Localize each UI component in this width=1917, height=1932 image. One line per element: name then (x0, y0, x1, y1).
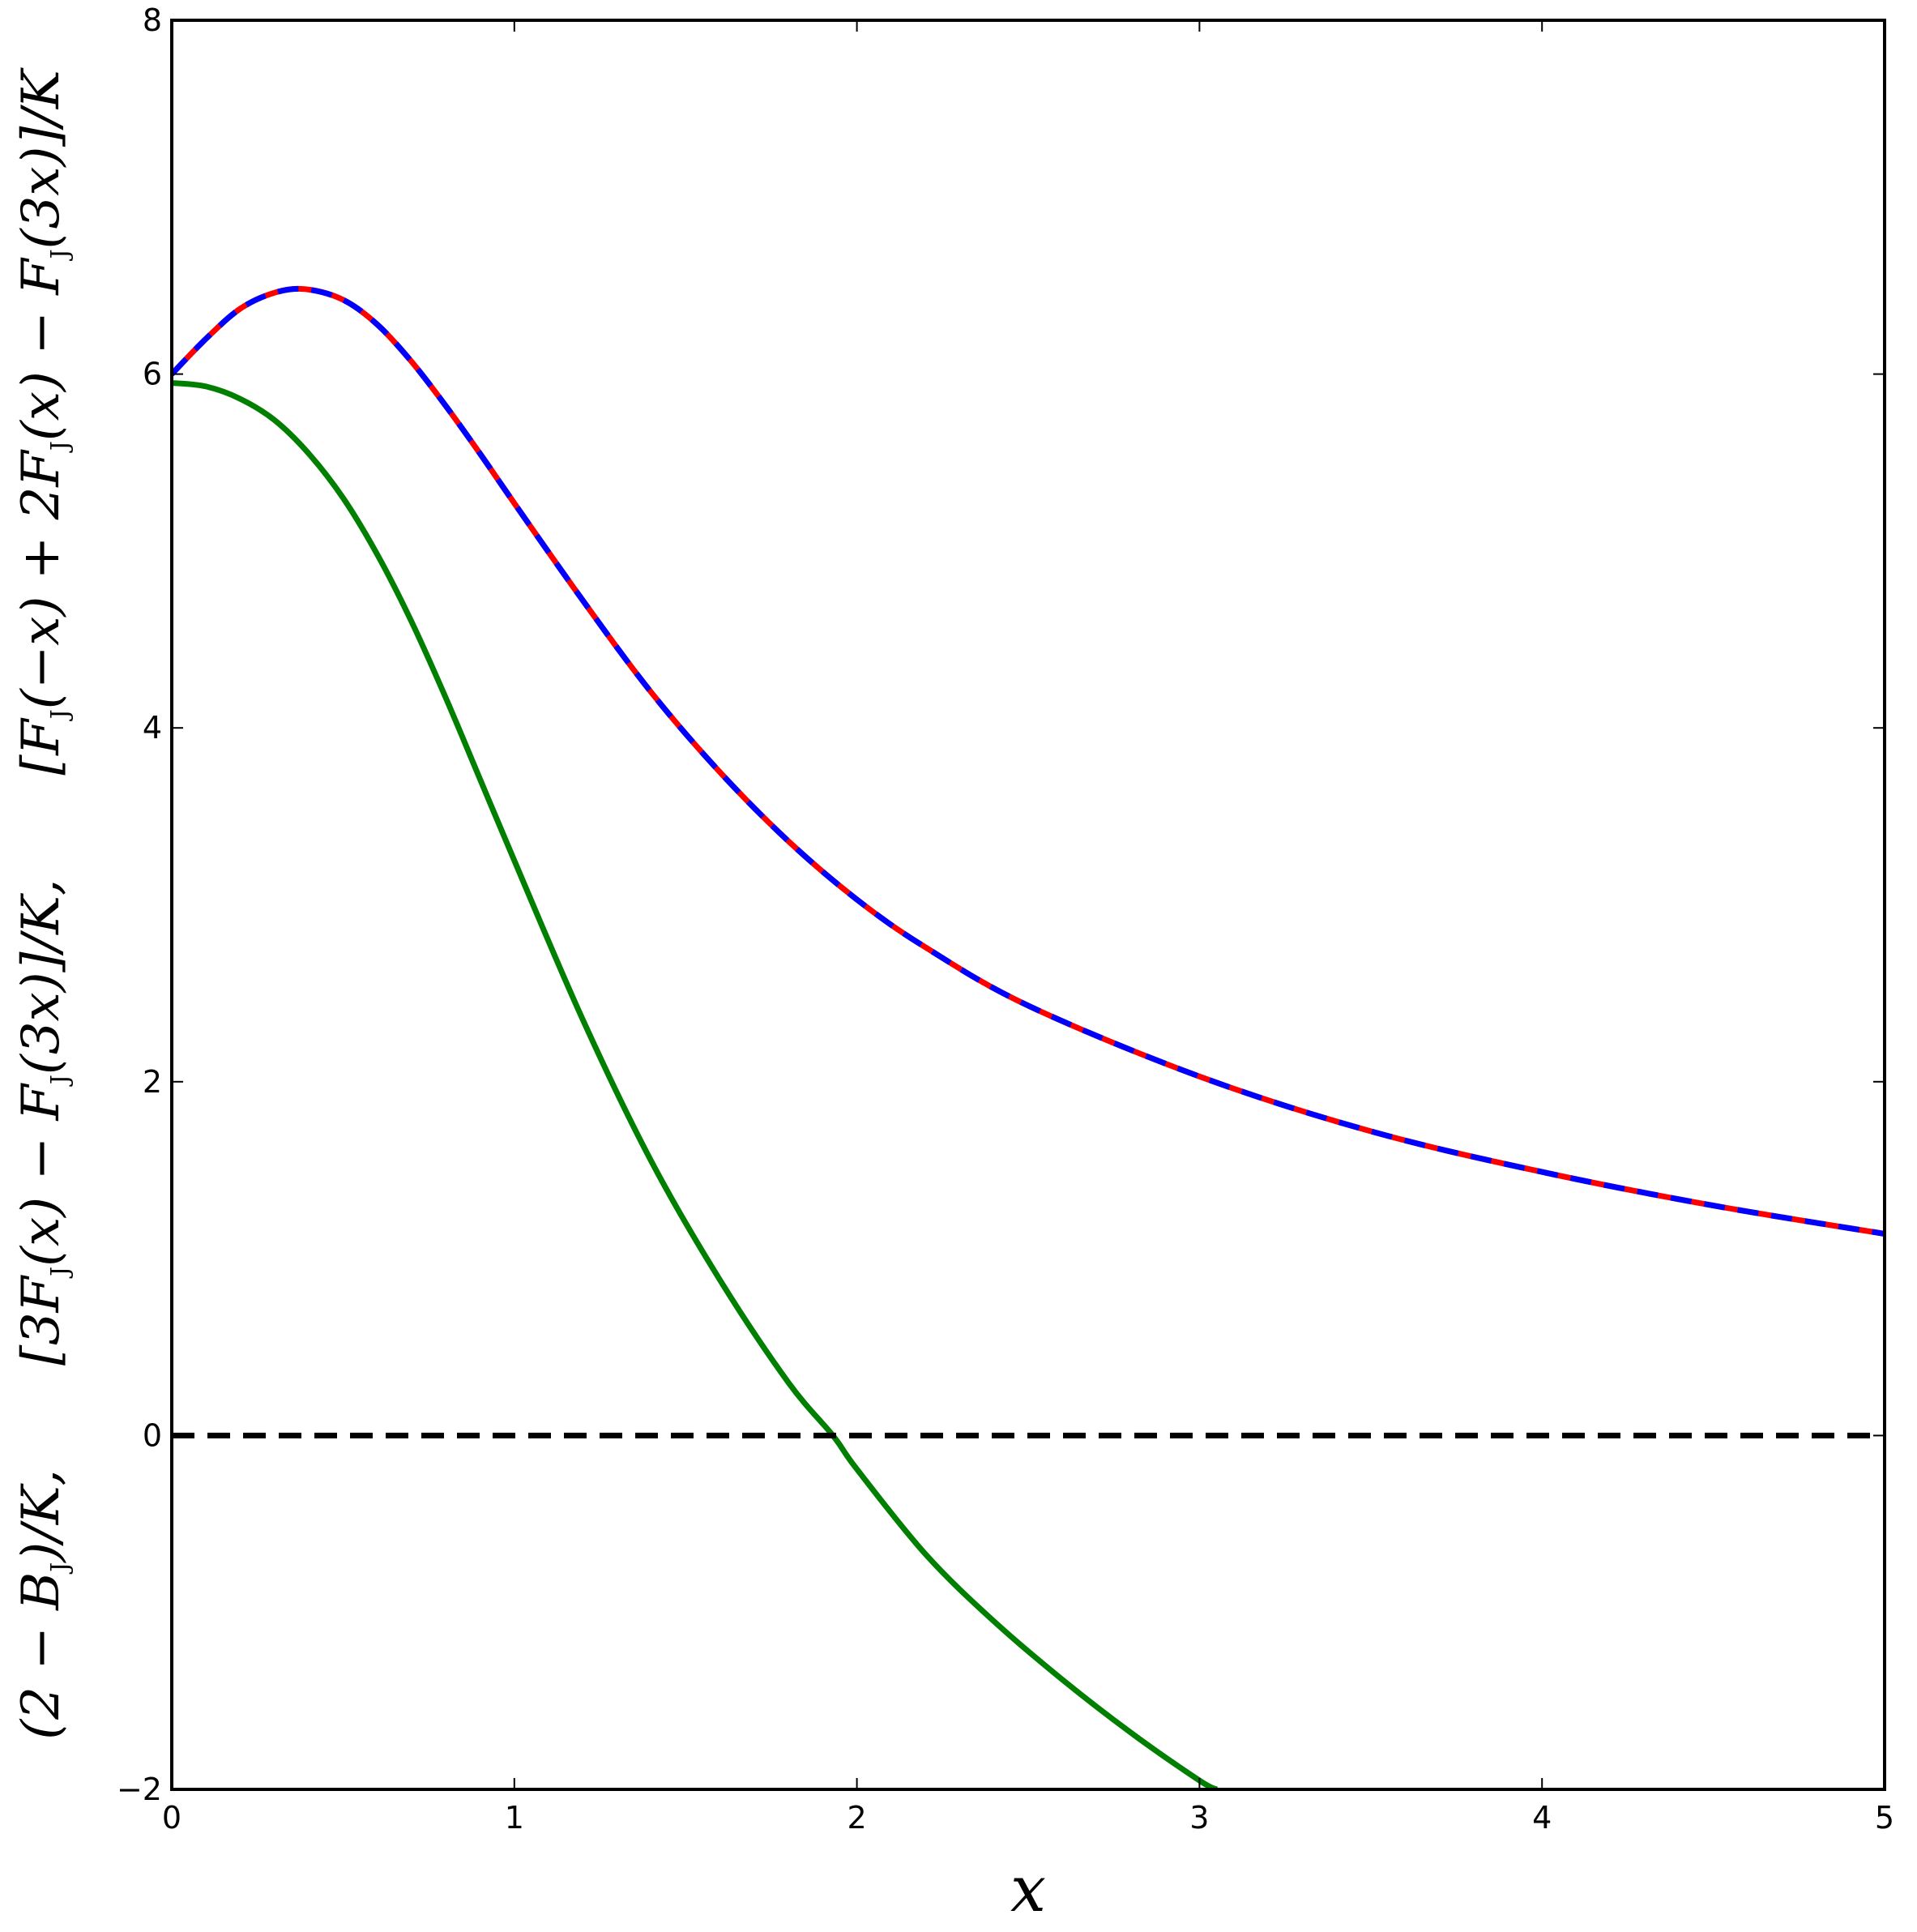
x-tick-label: 0 (162, 1800, 181, 1836)
y-axis-label-text: (2 − BJ)/K, [3FJ(x) − FJ(3x)]/K, [FJ(−x)… (11, 67, 75, 1740)
y-tick-label: 2 (143, 1064, 162, 1100)
x-tick-label: 3 (1189, 1800, 1209, 1836)
series-line-2 (172, 380, 1219, 1789)
plot-frame (170, 19, 1886, 1791)
x-tick-label: 1 (505, 1800, 524, 1836)
y-tick-label: 8 (143, 2, 162, 38)
series-lines (172, 285, 1885, 1789)
y-axis-label: (2 − BJ)/K, [3FJ(x) − FJ(3x)]/K, [FJ(−x)… (11, 67, 75, 1740)
x-tick-label: 5 (1875, 1800, 1894, 1836)
y-tick-label: −2 (117, 1772, 162, 1807)
x-axis-label: x (1010, 1853, 1046, 1926)
series-line-0 (172, 285, 1885, 1237)
y-tick-label: 0 (143, 1417, 162, 1453)
x-tick-label: 4 (1532, 1800, 1552, 1836)
y-tick-label: 4 (143, 710, 162, 746)
y-tick-label: 6 (143, 357, 162, 392)
series-line-1 (172, 285, 1885, 1237)
x-tick-label: 2 (847, 1800, 867, 1836)
axis-ticks (171, 19, 1885, 1790)
